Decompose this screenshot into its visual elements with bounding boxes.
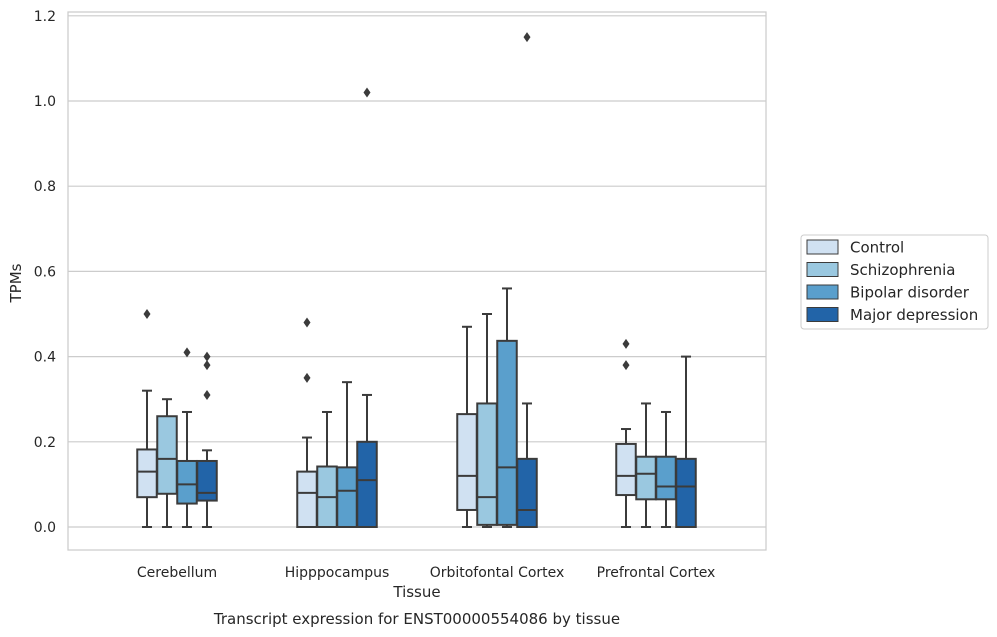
legend-swatch (806, 239, 839, 255)
box-plot (516, 32, 538, 528)
y-axis-label: TPMs (7, 263, 25, 303)
x-axis-label: Tissue (392, 583, 440, 601)
y-tick-labels: 0.0 0.2 0.4 0.6 0.8 1.0 1.2 (34, 9, 56, 536)
box (615, 442, 637, 497)
legend-entry: Schizophrenia (850, 261, 955, 279)
box-plot (156, 398, 178, 528)
box-plot (136, 309, 158, 528)
box (456, 413, 478, 511)
outlier-point (143, 309, 151, 319)
outlier-point (203, 360, 211, 371)
box-plot (336, 381, 358, 528)
outlier-point (303, 317, 311, 328)
legend: Control Schizophrenia Bipolar disorder Majo… (800, 234, 989, 330)
legend-swatch (806, 307, 839, 322)
box-plot (356, 87, 378, 528)
x-tick-label: Prefrontal Cortex (597, 565, 716, 581)
y-tick-label: 1.0 (34, 94, 56, 110)
gridlines (68, 15, 766, 528)
box (176, 459, 198, 505)
legend-entry: Bipolar disorder (850, 284, 970, 302)
y-tick-label: 0.2 (34, 435, 56, 451)
outlier-point (183, 347, 191, 358)
legend-entry: Major depression (850, 306, 978, 324)
box (156, 415, 178, 495)
box-plot (176, 347, 198, 528)
box-plot (655, 410, 677, 528)
box (675, 457, 697, 528)
box-plot (615, 338, 637, 528)
box (356, 440, 378, 528)
outlier-point (203, 389, 211, 400)
outlier-point (622, 360, 630, 371)
y-tick-label: 0.4 (34, 350, 56, 366)
box (336, 466, 358, 528)
legend-frame (800, 234, 989, 330)
box-plot (635, 402, 657, 528)
x-tick-label: Cerebellum (137, 565, 217, 581)
outlier-point (363, 87, 371, 98)
box-plot (296, 317, 318, 528)
box-plot (196, 351, 218, 528)
x-tick-labels: Cerebellum Hipppocampus Orbitofontal Corte… (137, 565, 715, 581)
outlier-point (303, 372, 311, 383)
box-plot (476, 313, 498, 528)
outlier-point (203, 351, 211, 362)
outlier-point (622, 338, 630, 349)
x-tick-label: Orbitofontal Cortex (430, 565, 565, 581)
box (496, 339, 518, 526)
box (476, 402, 498, 526)
box-plot (316, 410, 338, 528)
box (136, 448, 158, 499)
box (655, 455, 677, 501)
box (296, 470, 318, 528)
x-tick-label: Hipppocampus (285, 565, 390, 581)
plot-frame (67, 11, 767, 551)
box (516, 457, 538, 528)
y-tick-label: 0.8 (34, 179, 56, 195)
box-plot (675, 355, 697, 528)
box (196, 459, 218, 502)
box-plots (136, 32, 697, 528)
box-plot (496, 287, 518, 528)
chart-caption: Transcript expression for ENST0000055408… (213, 610, 620, 628)
y-tick-label: 0.0 (34, 520, 56, 536)
y-tick-label: 0.6 (34, 264, 56, 280)
y-tick-label: 1.2 (34, 9, 56, 25)
legend-entry: Control (850, 239, 904, 257)
legend-swatch (806, 262, 839, 277)
legend-swatch (806, 284, 839, 300)
outlier-point (523, 32, 531, 43)
box-plot (456, 325, 478, 528)
box (635, 455, 657, 501)
